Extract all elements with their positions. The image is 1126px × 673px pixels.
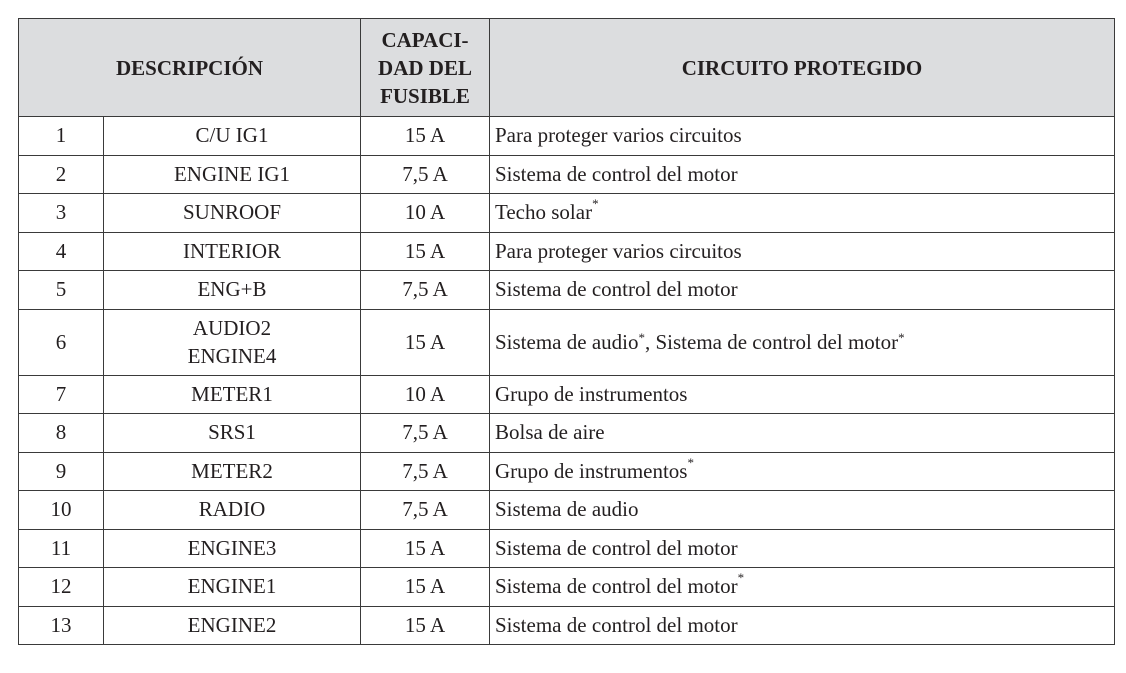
header-circuit: CIRCUITO PROTEGIDO: [489, 18, 1115, 117]
circuit-text: Sistema de audio: [495, 497, 639, 522]
circuit-text: Sistema de control del motor: [495, 574, 738, 599]
footnote-marker: *: [687, 454, 694, 470]
table-row: 9 METER2 7,5 A Grupo de instrumentos*: [18, 451, 1115, 491]
protected-circuit: Bolsa de aire: [489, 413, 1115, 453]
table-row: 11 ENGINE3 15 A Sistema de control del moto…: [18, 528, 1115, 568]
fuse-name: ENGINE2: [103, 605, 361, 645]
fuse-number: 5: [18, 270, 104, 310]
circuit-text: Sistema de control del motor: [495, 277, 738, 302]
fuse-capacity: 15 A: [360, 567, 490, 607]
fuse-number: 1: [18, 116, 104, 156]
fuse-name: RADIO: [103, 490, 361, 530]
fuse-number: 9: [18, 451, 104, 491]
protected-circuit: Sistema de audio: [489, 490, 1115, 530]
fuse-number: 6: [18, 308, 104, 376]
fuse-capacity: 15 A: [360, 231, 490, 271]
circuit-text: Grupo de instrumentos: [495, 458, 688, 483]
table-row: 12 ENGINE1 15 A Sistema de control del moto…: [18, 567, 1115, 607]
fuse-number: 4: [18, 231, 104, 271]
circuit-text: Sistema de audio: [495, 330, 639, 354]
footnote-marker: *: [638, 330, 645, 345]
protected-circuit: Sistema de control del motor*: [489, 567, 1115, 607]
fuse-number: 3: [18, 193, 104, 233]
table-row: 3 SUNROOF 10 A Techo solar*: [18, 193, 1115, 233]
fuse-capacity: 10 A: [360, 374, 490, 414]
protected-circuit: Sistema de audio*, Sistema de control de…: [489, 308, 1115, 376]
header-row: DESCRIPCIÓN CAPACI- DAD DEL FUSIBLE CIRC…: [18, 18, 1115, 117]
fuse-name: SUNROOF: [103, 193, 361, 233]
fuse-name: ENG+B: [103, 270, 361, 310]
circuit-text: Sistema de control del motor: [495, 161, 738, 186]
fuse-name: ENGINE3: [103, 528, 361, 568]
fuse-capacity: 10 A: [360, 193, 490, 233]
protected-circuit: Sistema de control del motor: [489, 154, 1115, 194]
fuse-name: METER1: [103, 374, 361, 414]
fuse-capacity: 7,5 A: [360, 451, 490, 491]
fuse-capacity: 15 A: [360, 605, 490, 645]
fuse-capacity: 15 A: [360, 308, 490, 376]
circuit-text: Bolsa de aire: [495, 420, 605, 445]
table-row: 8 SRS1 7,5 A Bolsa de aire: [18, 413, 1115, 453]
table-row: 5 ENG+B 7,5 A Sistema de control del motor: [18, 270, 1115, 310]
fuse-table: DESCRIPCIÓN CAPACI- DAD DEL FUSIBLE CIRC…: [18, 18, 1115, 645]
table-row: 13 ENGINE2 15 A Sistema de control del moto…: [18, 605, 1115, 645]
fuse-number: 12: [18, 567, 104, 607]
protected-circuit: Sistema de control del motor: [489, 270, 1115, 310]
circuit-text: Techo solar: [495, 200, 593, 225]
footnote-marker: *: [898, 330, 905, 345]
fuse-name: SRS1: [103, 413, 361, 453]
fuse-name: C/U IG1: [103, 116, 361, 156]
circuit-text: Para proteger varios circuitos: [495, 123, 742, 148]
protected-circuit: Techo solar*: [489, 193, 1115, 233]
fuse-capacity: 15 A: [360, 528, 490, 568]
table-row: 2 ENGINE IG1 7,5 A Sistema de control del m…: [18, 154, 1115, 194]
table-row: 4 INTERIOR 15 A Para proteger varios circui…: [18, 231, 1115, 271]
protected-circuit: Grupo de instrumentos*: [489, 451, 1115, 491]
fuse-name: METER2: [103, 451, 361, 491]
protected-circuit: Grupo de instrumentos: [489, 374, 1115, 414]
header-description: DESCRIPCIÓN: [18, 18, 361, 117]
circuit-text: Sistema de control del motor: [495, 535, 738, 560]
circuit-text: , Sistema de control del motor: [644, 330, 899, 354]
fuse-number: 10: [18, 490, 104, 530]
footnote-marker: *: [737, 570, 745, 586]
protected-circuit: Sistema de control del motor: [489, 605, 1115, 645]
fuse-number: 8: [18, 413, 104, 453]
fuse-capacity: 7,5 A: [360, 154, 490, 194]
fuse-name: INTERIOR: [103, 231, 361, 271]
header-capacity: CAPACI- DAD DEL FUSIBLE: [360, 18, 490, 117]
fuse-number: 11: [18, 528, 104, 568]
protected-circuit: Para proteger varios circuitos: [489, 116, 1115, 156]
table-row: 7 METER1 10 A Grupo de instrumentos: [18, 374, 1115, 414]
circuit-text: Sistema de control del motor: [495, 612, 738, 637]
fuse-capacity: 15 A: [360, 116, 490, 156]
table-row: 6 AUDIO2 ENGINE4 15 A Sistema de audio*, Si…: [18, 308, 1115, 376]
fuse-capacity: 7,5 A: [360, 490, 490, 530]
fuse-number: 2: [18, 154, 104, 194]
circuit-text: Para proteger varios circuitos: [495, 238, 742, 263]
fuse-capacity: 7,5 A: [360, 413, 490, 453]
protected-circuit: Sistema de control del motor: [489, 528, 1115, 568]
protected-circuit: Para proteger varios circuitos: [489, 231, 1115, 271]
fuse-name: ENGINE1: [103, 567, 361, 607]
circuit-text: Grupo de instrumentos: [495, 381, 688, 406]
table-row: 10 RADIO 7,5 A Sistema de audio: [18, 490, 1115, 530]
footnote-marker: *: [592, 196, 599, 212]
fuse-name: AUDIO2 ENGINE4: [103, 308, 361, 376]
fuse-capacity: 7,5 A: [360, 270, 490, 310]
table-row: 1 C/U IG1 15 A Para proteger varios circuit…: [18, 116, 1115, 156]
fuse-name: ENGINE IG1: [103, 154, 361, 194]
fuse-number: 13: [18, 605, 104, 645]
fuse-number: 7: [18, 374, 104, 414]
